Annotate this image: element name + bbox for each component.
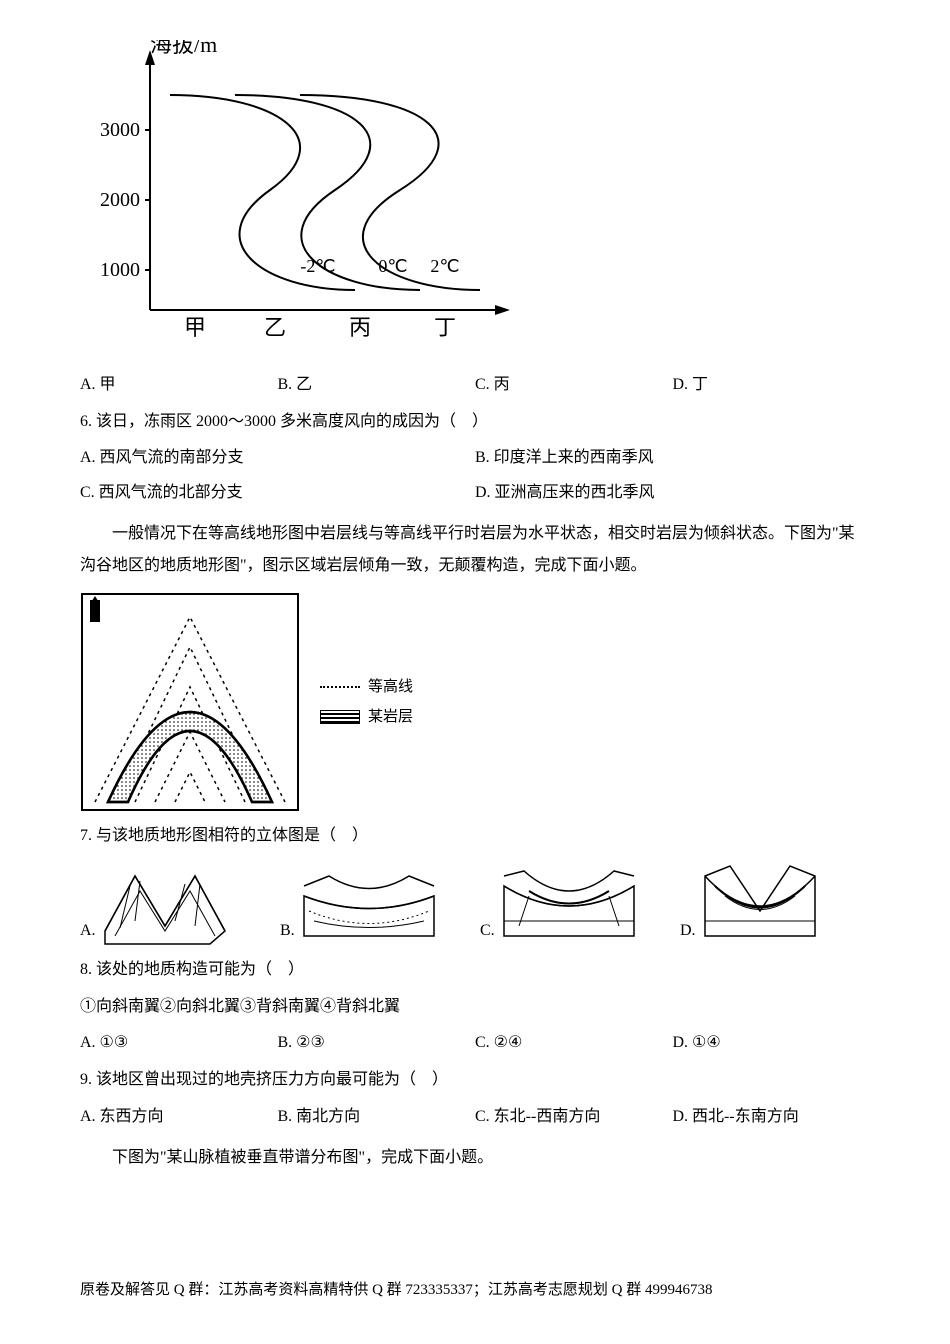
xtick-yi: 乙 bbox=[264, 315, 286, 340]
q9-opt-a: A. 东西方向 bbox=[80, 1103, 278, 1132]
valley-map-block: 等高线 某岩层 bbox=[80, 592, 870, 812]
legend-stratum: 某岩层 bbox=[320, 702, 413, 732]
q8-items: ①向斜南翼②向斜北翼③背斜南翼④背斜北翼 bbox=[80, 993, 870, 1022]
q7-label-a: A. bbox=[80, 917, 96, 946]
legend-stratum-label: 某岩层 bbox=[368, 702, 413, 732]
xtick-jia: 甲 bbox=[184, 315, 206, 340]
q5-options: A. 甲 B. 乙 C. 丙 D. 丁 bbox=[80, 371, 870, 400]
q7-diagram-b bbox=[299, 866, 439, 946]
q8-opt-a: A. ①③ bbox=[80, 1029, 278, 1058]
altitude-isotherm-chart: 3000 2000 1000 海拔/m 甲 乙 丙 丁 -2℃ 0℃ 2℃ bbox=[100, 40, 870, 361]
q9-stem: 9. 该地区曾出现过的地壳挤压力方向最可能为（ ） bbox=[80, 1066, 870, 1095]
passage-3: 下图为"某山脉植被垂直带谱分布图"，完成下面小题。 bbox=[80, 1142, 870, 1174]
q9-opt-b: B. 南北方向 bbox=[278, 1103, 476, 1132]
y-axis-label: 海拔/m bbox=[150, 40, 217, 57]
q7-opt-d: D. bbox=[680, 861, 870, 946]
q8-opt-c: C. ②④ bbox=[475, 1029, 673, 1058]
q7-opt-c: C. bbox=[480, 866, 670, 946]
xtick-bing: 丙 bbox=[349, 315, 371, 340]
q7-diagram-a bbox=[100, 866, 230, 946]
map-legend: 等高线 某岩层 bbox=[320, 672, 413, 732]
xtick-ding: 丁 bbox=[434, 315, 456, 340]
iso-minus2: -2℃ bbox=[300, 256, 335, 276]
ytick-2000: 2000 bbox=[100, 189, 140, 211]
page-footer: 原卷及解答见 Q 群：江苏高考资料高精特供 Q 群 723335337；江苏高考… bbox=[80, 1277, 870, 1304]
passage-2: 一般情况下在等高线地形图中岩层线与等高线平行时岩层为水平状态，相交时岩层为倾斜状… bbox=[80, 518, 870, 582]
q6-row1: A. 西风气流的南部分支 B. 印度洋上来的西南季风 bbox=[80, 444, 870, 473]
ytick-1000: 1000 bbox=[100, 259, 140, 281]
q6-opt-b: B. 印度洋上来的西南季风 bbox=[475, 444, 870, 473]
iso-0: 0℃ bbox=[378, 256, 407, 276]
valley-map bbox=[80, 592, 300, 812]
iso-2: 2℃ bbox=[430, 256, 459, 276]
q9-opt-d: D. 西北--东南方向 bbox=[673, 1103, 871, 1132]
q6-opt-a: A. 西风气流的南部分支 bbox=[80, 444, 475, 473]
legend-contour: 等高线 bbox=[320, 672, 413, 702]
q5-opt-a: A. 甲 bbox=[80, 371, 278, 400]
q5-opt-c: C. 丙 bbox=[475, 371, 673, 400]
q7-stem: 7. 与该地质地形图相符的立体图是（ ） bbox=[80, 822, 870, 851]
q6-opt-c: C. 西风气流的北部分支 bbox=[80, 479, 475, 508]
q6-row2: C. 西风气流的北部分支 D. 亚洲高压来的西北季风 bbox=[80, 479, 870, 508]
q6-stem: 6. 该日，冻雨区 2000～3000 多米高度风向的成因为（ ） bbox=[80, 408, 870, 437]
q6-opt-d: D. 亚洲高压来的西北季风 bbox=[475, 479, 870, 508]
q7-diagram-c bbox=[499, 866, 639, 946]
q9-opt-c: C. 东北--西南方向 bbox=[475, 1103, 673, 1132]
q8-opt-b: B. ②③ bbox=[278, 1029, 476, 1058]
q7-opt-b: B. bbox=[280, 866, 470, 946]
q7-label-d: D. bbox=[680, 917, 696, 946]
q7-options: A. B. C. bbox=[80, 861, 870, 946]
q8-stem: 8. 该处的地质构造可能为（ ） bbox=[80, 956, 870, 985]
q8-options: A. ①③ B. ②③ C. ②④ D. ①④ bbox=[80, 1029, 870, 1058]
contour-line-icon bbox=[320, 686, 360, 688]
q7-opt-a: A. bbox=[80, 866, 270, 946]
stratum-icon bbox=[320, 710, 360, 724]
q5-opt-b: B. 乙 bbox=[278, 371, 476, 400]
q9-options: A. 东西方向 B. 南北方向 C. 东北--西南方向 D. 西北--东南方向 bbox=[80, 1103, 870, 1132]
legend-contour-label: 等高线 bbox=[368, 672, 413, 702]
q7-diagram-d bbox=[700, 861, 820, 946]
ytick-3000: 3000 bbox=[100, 119, 140, 141]
q5-opt-d: D. 丁 bbox=[673, 371, 871, 400]
q7-label-b: B. bbox=[280, 917, 295, 946]
q8-opt-d: D. ①④ bbox=[673, 1029, 871, 1058]
q7-label-c: C. bbox=[480, 917, 495, 946]
